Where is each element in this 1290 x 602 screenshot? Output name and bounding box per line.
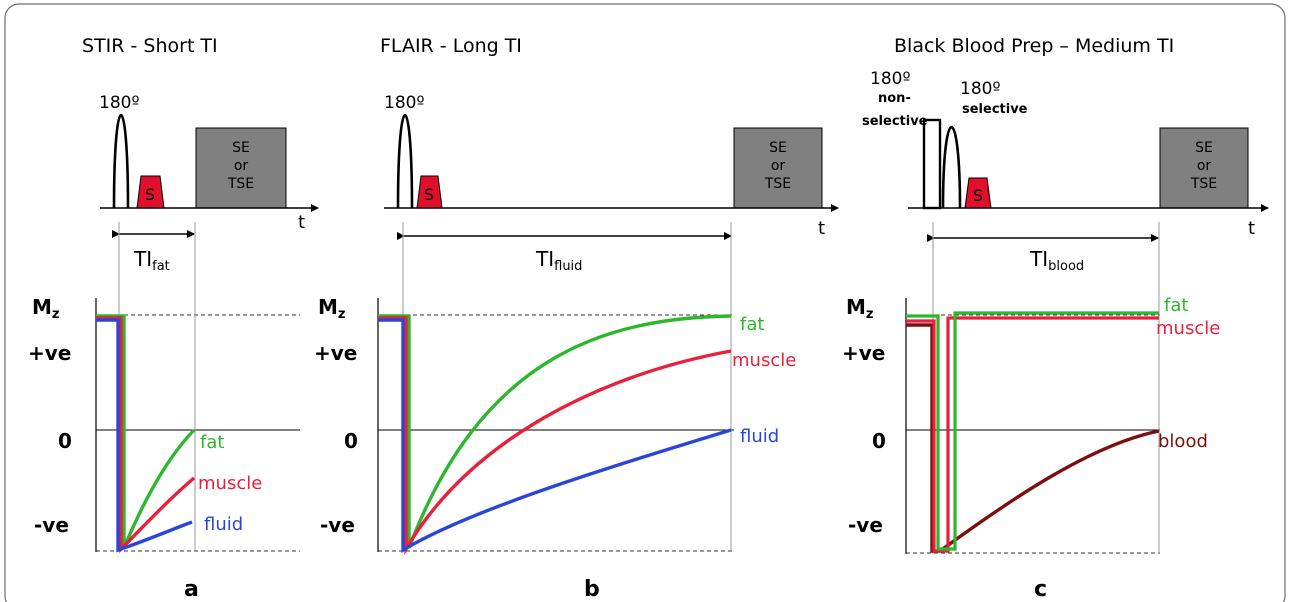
panel-a-readout-line-3: TSE — [227, 176, 254, 192]
panel-c-title: Black Blood Prep – Medium TI — [894, 35, 1174, 57]
panel-b-spoiler-label: S — [424, 185, 434, 204]
panel-a-fat-label: fat — [200, 432, 224, 453]
panel-a-letter: a — [184, 577, 199, 602]
panel-a-pulse-label: 180º — [99, 93, 139, 113]
panel-b-pulse-sequence: 180º S SE or TSE t TIfluid — [384, 93, 839, 274]
panel-b-muscle-label: muscle — [732, 350, 796, 371]
panel-c-tick-negative: -ve — [848, 513, 883, 537]
panel-c-nonselective-degree: 180º — [870, 69, 910, 89]
panel-c-tick-positive: +ve — [842, 341, 885, 365]
panel-c-readout-line-2: or — [1197, 158, 1212, 174]
panel-a-fluid-label: fluid — [204, 514, 243, 535]
panel-c-fat-curve — [906, 311, 1159, 551]
panel-c-selective-pulse — [941, 125, 962, 209]
panel-a-tick-positive: +ve — [28, 341, 71, 365]
panel-b-mz-label: Mz — [318, 295, 345, 322]
panel-a-readout-line-1: SE — [232, 140, 250, 156]
panel-c-ti-label: TIblood — [1029, 247, 1084, 274]
panel-b-fluid-label: fluid — [740, 426, 779, 447]
panel-a-tick-negative: -ve — [34, 513, 69, 537]
panel-c-letter: c — [1034, 577, 1047, 602]
panel-b-tick-negative: -ve — [320, 513, 355, 537]
panel-b-title: FLAIR - Long TI — [380, 35, 522, 57]
panel-a-time-label: t — [298, 212, 305, 233]
panel-b-tick-positive: +ve — [314, 341, 357, 365]
panel-b-tick-zero: 0 — [344, 429, 358, 453]
panel-b-readout-line-2: or — [771, 158, 786, 174]
panel-b-pulse-label: 180º — [384, 93, 424, 113]
panel-c-fat-label: fat — [1164, 295, 1188, 316]
panel-b-mz-plot: Mz +ve 0 -ve fat muscle fluid — [314, 222, 796, 556]
panel-c-selective-degree: 180º — [960, 79, 1000, 99]
panel-a-mz-plot: Mz +ve 0 -ve fat muscle fluid — [28, 222, 300, 554]
panel-c-nonselective-line-2: selective — [862, 114, 928, 129]
panel-c-mz-plot: Mz +ve 0 -ve fat muscle blood — [842, 222, 1220, 554]
panel-c-pulse-sequence: 180º non- selective 180º selective S SE … — [862, 69, 1269, 274]
panel-c-readout-line-1: SE — [1195, 140, 1213, 156]
panel-a-spoiler-label: S — [145, 185, 155, 204]
panel-c-muscle-curve — [906, 316, 1159, 553]
panel-b-fat-curve — [378, 314, 732, 549]
panel-b-letter: b — [584, 577, 600, 602]
panel-c-readout-block — [1159, 127, 1249, 209]
panel-a-ti-label: TIfat — [133, 247, 170, 274]
panel-c-blood-label: blood — [1158, 431, 1208, 452]
panel-a-tick-zero: 0 — [58, 429, 72, 453]
panel-b-time-label: t — [818, 218, 825, 239]
panel-c-readout-line-3: TSE — [1190, 176, 1217, 192]
panel-c-tick-zero: 0 — [872, 429, 886, 453]
panel-b-fat-label: fat — [740, 314, 764, 335]
panel-b-ti-label: TIfluid — [535, 247, 582, 274]
panel-a: STIR - Short TI 180º S SE or TSE t TIfat… — [28, 35, 319, 602]
panel-b: FLAIR - Long TI 180º S SE or TSE t TIflu… — [314, 35, 839, 602]
panel-c-selective-label: selective — [962, 102, 1028, 117]
panel-c-mz-label: Mz — [846, 295, 873, 322]
panel-c-time-label: t — [1248, 218, 1255, 239]
figure-frame — [4, 3, 1286, 602]
panel-c-nonselective-pulse — [922, 118, 942, 210]
panel-a-fat-curve — [96, 314, 196, 549]
panel-c-nonselective-line-1: non- — [878, 91, 911, 106]
panel-c-spoiler-label: S — [973, 186, 983, 205]
panel-a-title: STIR - Short TI — [82, 35, 218, 57]
panel-b-muscle-curve — [378, 316, 732, 556]
panel-b-readout-line-1: SE — [769, 140, 787, 156]
panel-c: Black Blood Prep – Medium TI 180º non- s… — [842, 35, 1269, 602]
panel-a-fluid-curve — [96, 318, 193, 553]
panel-c-blood-curve — [906, 323, 1160, 553]
panel-b-inversion-pulse — [396, 114, 414, 209]
panel-a-muscle-curve — [96, 316, 196, 554]
panel-a-inversion-pulse — [112, 114, 130, 209]
panel-b-readout-line-3: TSE — [764, 176, 791, 192]
panel-b-fluid-curve — [378, 318, 732, 553]
panel-a-mz-label: Mz — [32, 295, 59, 322]
panel-c-muscle-label: muscle — [1156, 318, 1220, 339]
panel-a-readout-line-2: or — [234, 158, 249, 174]
panel-a-pulse-sequence: 180º S SE or TSE t TIfat — [99, 93, 319, 274]
panel-a-muscle-label: muscle — [198, 473, 262, 494]
panel-a-readout-block — [195, 127, 287, 209]
